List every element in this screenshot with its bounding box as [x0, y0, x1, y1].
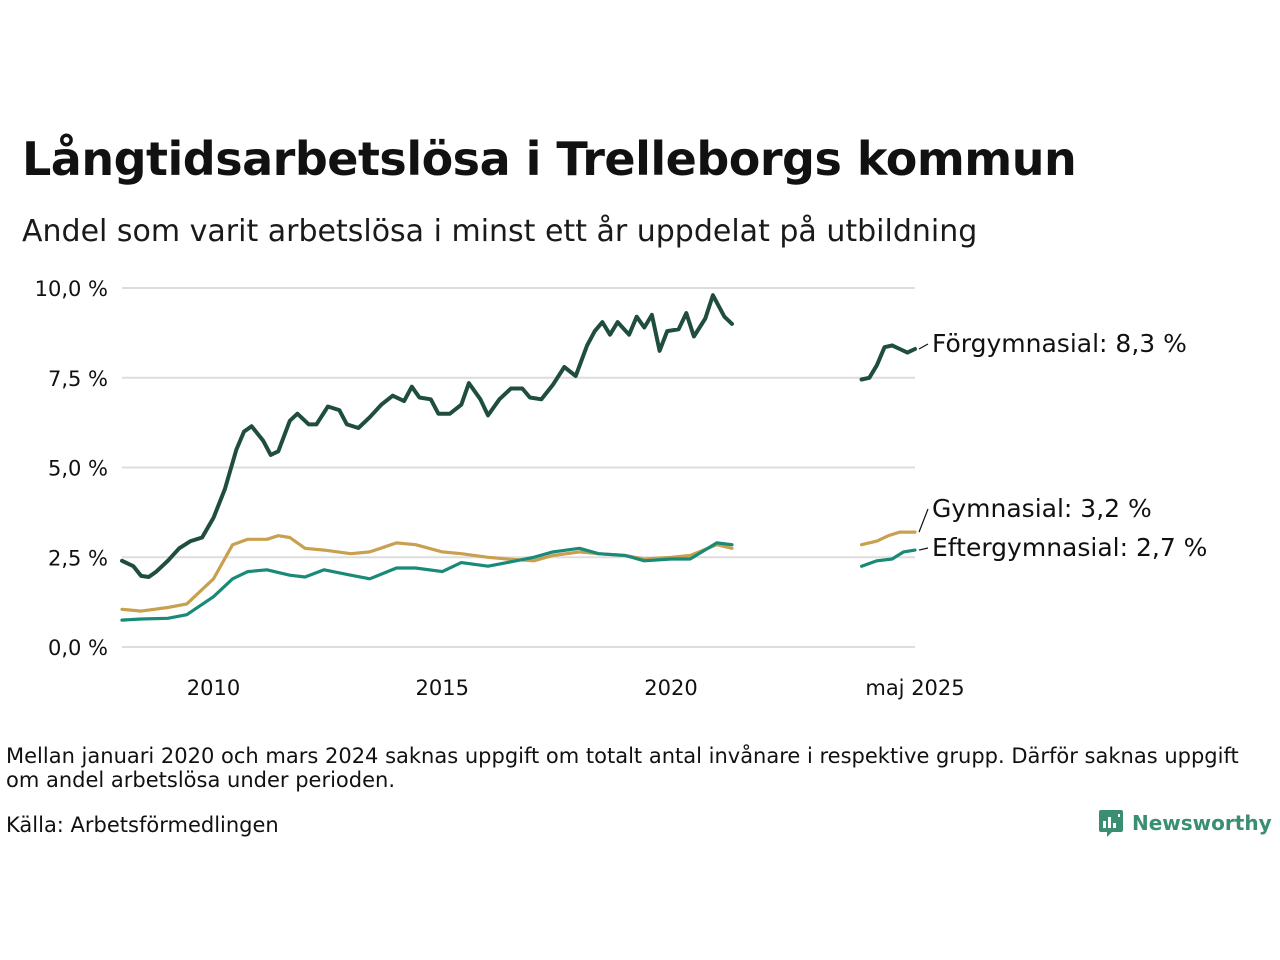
x-tick-label-0: 2010 [187, 676, 240, 700]
y-tick-label-4: 10,0 % [35, 277, 108, 301]
line-chart: 0,0 % 2,5 % 5,0 % 7,5 % 10,0 % 2010 2015 2020 m… [35, 277, 1208, 700]
end-label-connector-0 [918, 343, 929, 350]
grid-layer [122, 287, 915, 648]
end-label-connector-1 [918, 508, 929, 533]
x-axis: 2010 2015 2020 maj 2025 [187, 676, 965, 700]
x-tick-label-1: 2015 [416, 676, 469, 700]
end-label-eftergymnasial: Eftergymnasial: 2,7 % [932, 533, 1207, 562]
footnote: Mellan januari 2020 och mars 2024 saknas… [6, 744, 1239, 792]
y-tick-label-0: 0,0 % [48, 636, 108, 660]
end-labels: Förgymnasial: 8,3 % Gymnasial: 3,2 % Efter… [918, 329, 1207, 562]
series-line-gymnasial-1 [860, 530, 917, 547]
newsworthy-logo: Newsworthy [1098, 808, 1272, 838]
series-line-gymnasial-0 [120, 534, 734, 613]
x-tick-label-2: 2020 [644, 676, 697, 700]
y-axis: 0,0 % 2,5 % 5,0 % 7,5 % 10,0 % [35, 277, 108, 660]
series-line-förgymnasial-0 [120, 293, 734, 579]
source-credit: Källa: Arbetsförmedlingen [6, 813, 279, 837]
x-tick-label-3: maj 2025 [865, 676, 964, 700]
chart-subtitle: Andel som varit arbetslösa i minst ett å… [22, 214, 978, 249]
newsworthy-logo-icon [1099, 810, 1123, 837]
y-tick-label-1: 2,5 % [48, 546, 108, 570]
end-label-gymnasial: Gymnasial: 3,2 % [932, 494, 1152, 523]
chart-title: Långtidsarbetslösa i Trelleborgs kommun [22, 132, 1077, 186]
brand-name: Newsworthy [1132, 811, 1272, 835]
y-tick-label-2: 5,0 % [48, 457, 108, 481]
end-label-förgymnasial: Förgymnasial: 8,3 % [932, 329, 1187, 358]
series-line-eftergymnasial-0 [120, 541, 734, 622]
series-layer [120, 293, 917, 622]
y-tick-label-3: 7,5 % [48, 367, 108, 391]
end-label-connector-2 [918, 547, 929, 551]
series-line-eftergymnasial-1 [860, 548, 917, 568]
series-line-förgymnasial-1 [859, 343, 917, 382]
